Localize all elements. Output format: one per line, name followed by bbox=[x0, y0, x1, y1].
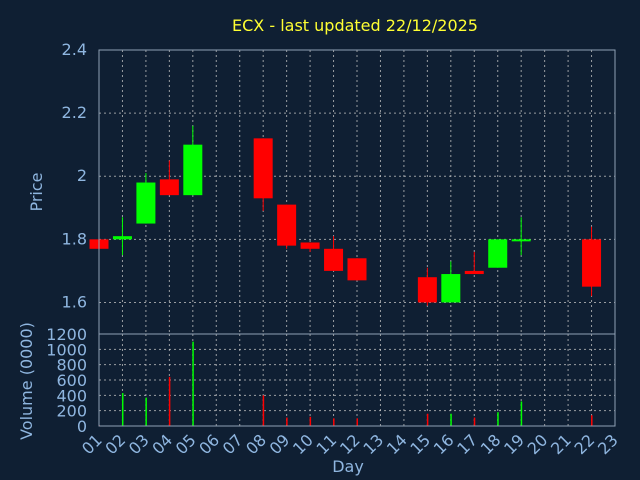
volume-tick-label: 200 bbox=[56, 402, 87, 421]
volume-bar bbox=[356, 418, 358, 426]
volume-tick-label: 1000 bbox=[46, 340, 87, 359]
volume-bar bbox=[145, 397, 147, 426]
volume-bar bbox=[497, 412, 499, 426]
volume-bar bbox=[262, 395, 265, 426]
volume-bar bbox=[591, 415, 593, 426]
candle-body bbox=[488, 239, 508, 268]
candle-body bbox=[277, 204, 297, 246]
volume-axis-label: Volume (0000) bbox=[17, 322, 36, 440]
candle-body bbox=[112, 236, 132, 240]
volume-bar bbox=[426, 413, 429, 426]
chart-title: ECX - last updated 22/12/2025 bbox=[232, 16, 478, 35]
volume-bar bbox=[121, 393, 124, 426]
candle-body bbox=[511, 239, 531, 242]
volume-tick-label: 600 bbox=[56, 371, 87, 390]
candle-body bbox=[441, 274, 461, 303]
volume-bar bbox=[450, 413, 452, 426]
volume-bar bbox=[309, 416, 312, 426]
volume-bar bbox=[520, 401, 523, 426]
volume-bar bbox=[333, 418, 335, 426]
price-tick-label: 2.4 bbox=[62, 40, 87, 59]
candle-body bbox=[136, 182, 156, 224]
price-tick-label: 1.6 bbox=[62, 292, 87, 311]
volume-tick-label: 0 bbox=[77, 417, 87, 436]
volume-frame bbox=[98, 333, 616, 427]
price-panel: 1.6 1.8 2 2.2 2.4 bbox=[62, 40, 616, 335]
candle-body bbox=[464, 270, 484, 275]
volume-bar bbox=[286, 417, 288, 426]
candle-body bbox=[159, 179, 179, 196]
candle-body bbox=[324, 248, 344, 271]
volume-tick-label: 400 bbox=[56, 386, 87, 405]
volume-bar bbox=[473, 417, 476, 426]
price-tick-label: 2.2 bbox=[62, 103, 87, 122]
price-tick-label: 1.8 bbox=[62, 229, 87, 248]
volume-bar bbox=[192, 341, 194, 426]
volume-panel: 0200400600800100012000102030405060708091… bbox=[46, 325, 622, 458]
candle-body bbox=[417, 277, 437, 303]
candle-body bbox=[300, 242, 320, 249]
volume-tick-label: 800 bbox=[56, 356, 87, 375]
candle-body bbox=[347, 258, 367, 281]
day-tick-label: 23 bbox=[594, 430, 622, 458]
price-tick-label: 2 bbox=[77, 166, 87, 185]
candle-body bbox=[183, 144, 203, 196]
price-axis-label: Price bbox=[27, 172, 46, 211]
day-axis-label: Day bbox=[332, 457, 364, 476]
volume-bar bbox=[168, 376, 171, 426]
candle-body bbox=[582, 239, 602, 287]
volume-tick-label: 1200 bbox=[46, 325, 87, 344]
candle-body bbox=[253, 138, 273, 199]
